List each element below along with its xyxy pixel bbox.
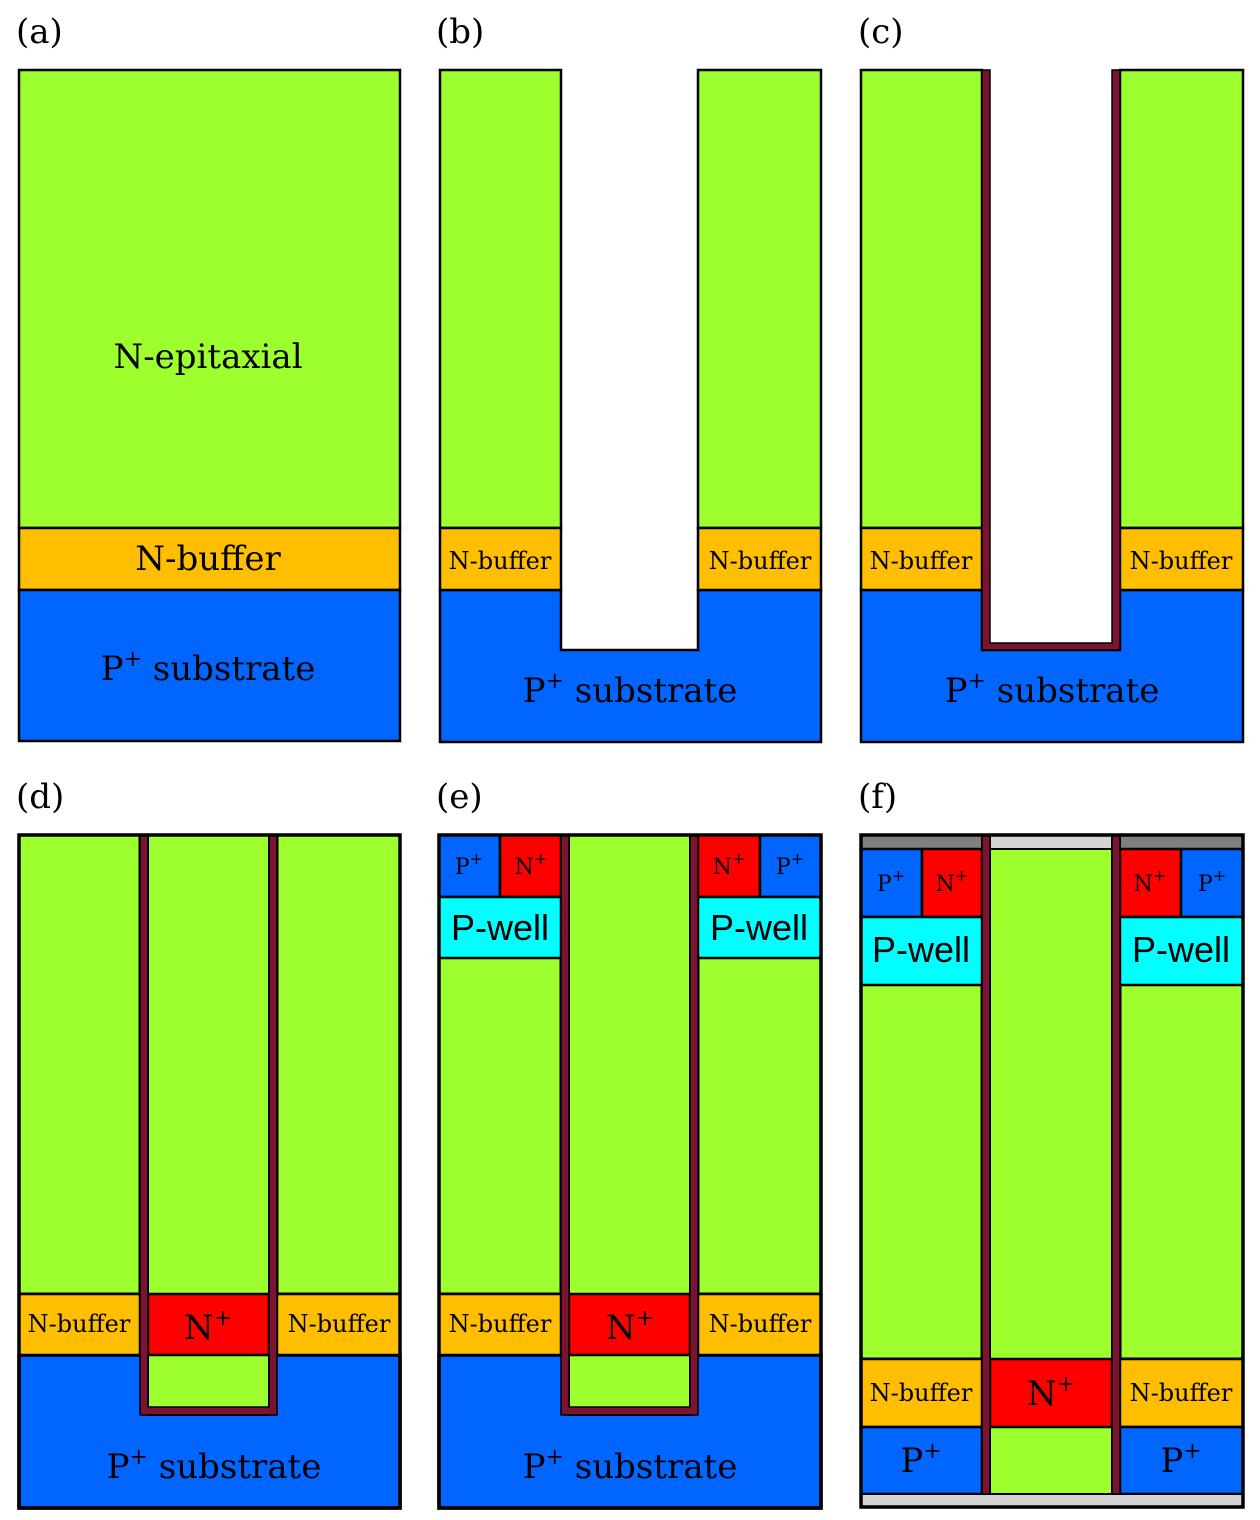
n-buffer-left <box>17 1292 142 1357</box>
epi-right <box>1118 68 1245 530</box>
p-substrate-label: P+ substrate <box>101 647 316 689</box>
n-buffer-right <box>1118 526 1245 592</box>
top-metal-right <box>1119 834 1244 850</box>
n-epitaxial-label: N-epitaxial <box>113 337 302 377</box>
p-plus-right-label: P+ <box>776 849 804 880</box>
panel-a: (a) N-epitaxial N-buffer P+ substrate <box>16 12 402 743</box>
epi-right <box>696 68 823 530</box>
n-plus-left-label: N+ <box>936 866 969 897</box>
n-buffer-left <box>438 526 563 592</box>
n-plus-left-label: N+ <box>515 849 548 880</box>
epi-left <box>438 68 563 530</box>
bottom-metal <box>860 1493 1244 1508</box>
n-plus-label: N+ <box>1027 1372 1075 1414</box>
p-substrate-label: P+ substrate <box>107 1445 322 1487</box>
trench-liner <box>981 69 1121 651</box>
panel-d-label: (d) <box>16 777 64 817</box>
n-buffer-region <box>17 526 402 592</box>
p-well-left <box>437 895 563 960</box>
panel-f-outline <box>859 833 1245 1509</box>
p-substrate-label: P+ substrate <box>523 669 738 711</box>
panel-f: (f) P+ N+ N+ P+ P-well P-well N-buffer N… <box>858 777 1245 1509</box>
p-substrate-region <box>438 588 823 744</box>
n-buffer-right <box>696 1292 823 1357</box>
p-plus-bottom-left <box>859 1425 984 1496</box>
p-plus-right-label: P+ <box>1198 866 1226 897</box>
n-buffer-left-label: N-buffer <box>870 1379 973 1407</box>
panel-c-label: (c) <box>858 12 904 52</box>
n-buffer-right-label: N-buffer <box>1130 1379 1233 1407</box>
panel-b: (b) N-buffer N-buffer P+ substrate <box>436 12 823 744</box>
p-well-right-label: P-well <box>1132 929 1230 970</box>
epi-right <box>275 833 402 1296</box>
n-buffer-right <box>275 1292 402 1357</box>
n-plus-right <box>1118 847 1183 919</box>
trench-liner-right <box>1111 834 1121 1495</box>
epi-left <box>17 833 142 1296</box>
p-plus-left-label: P+ <box>455 849 483 880</box>
p-substrate-label: P+ substrate <box>523 1445 738 1487</box>
p-substrate-region <box>17 588 402 743</box>
p-well-right <box>1118 915 1245 987</box>
n-plus-left <box>498 833 563 899</box>
panel-c: (c) N-buffer N-buffer P+ substrate <box>858 12 1245 744</box>
n-plus-label: N+ <box>184 1306 232 1348</box>
n-buffer-label: N-buffer <box>135 539 281 579</box>
trench-liner-left <box>981 834 991 1495</box>
epi-left <box>859 68 984 530</box>
panel-d: (d) N-buffer N-buffer N+ P+ substrate <box>16 777 402 1510</box>
p-well-left-label: P-well <box>451 907 549 948</box>
panel-a-label: (a) <box>16 12 63 52</box>
top-metal-left <box>860 834 983 850</box>
panel-e-label: (e) <box>436 777 483 817</box>
panel-f-label: (f) <box>858 777 897 817</box>
n-buffer-left-label: N-buffer <box>870 547 973 575</box>
panel-b-label: (b) <box>436 12 484 52</box>
n-plus-region <box>567 1292 692 1357</box>
panel-d-outline <box>17 833 402 1510</box>
p-plus-bottom-left-label: P+ <box>900 1439 941 1481</box>
p-plus-bottom-right-label: P+ <box>1160 1439 1201 1481</box>
p-plus-right <box>1179 847 1245 919</box>
panel-e-outline <box>437 833 823 1510</box>
n-plus-right-label: N+ <box>713 849 746 880</box>
n-buffer-right-label: N-buffer <box>709 547 812 575</box>
n-buffer-left-label: N-buffer <box>449 1310 552 1338</box>
n-buffer-right-label: N-buffer <box>288 1310 391 1338</box>
n-buffer-right-label: N-buffer <box>709 1310 812 1338</box>
n-buffer-right <box>696 526 823 592</box>
p-plus-left-label: P+ <box>877 866 905 897</box>
n-plus-label: N+ <box>606 1306 654 1348</box>
p-substrate-region <box>859 588 1245 744</box>
n-buffer-left-label: N-buffer <box>28 1310 131 1338</box>
n-buffer-left-label: N-buffer <box>449 547 552 575</box>
n-buffer-right-label: N-buffer <box>1130 547 1233 575</box>
top-metal-center <box>989 834 1113 850</box>
p-plus-right <box>758 833 823 899</box>
n-plus-region <box>146 1292 271 1357</box>
p-substrate-label: P+ substrate <box>945 669 1160 711</box>
n-epitaxial-region <box>17 68 402 530</box>
n-plus-right-label: N+ <box>1134 866 1167 897</box>
p-well-left-label: P-well <box>872 929 970 970</box>
n-buffer-right <box>1118 1357 1245 1429</box>
panel-e: (e) P+ N+ N+ P+ P-well P-well N-buffer N… <box>436 777 823 1510</box>
p-well-right-label: P-well <box>710 907 808 948</box>
